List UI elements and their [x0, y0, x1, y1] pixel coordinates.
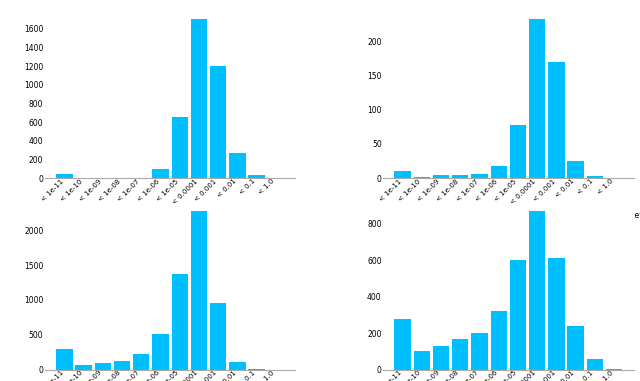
- Bar: [229, 153, 246, 178]
- Bar: [394, 319, 411, 370]
- Bar: [413, 351, 430, 370]
- X-axis label: First hidden layer: Maximal entry of matrix D when B is positive definite: First hidden layer: Maximal entry of mat…: [383, 211, 640, 220]
- Bar: [471, 174, 488, 178]
- Bar: [452, 339, 468, 370]
- Bar: [529, 211, 545, 370]
- Bar: [568, 161, 584, 178]
- Bar: [152, 334, 168, 370]
- Bar: [510, 125, 526, 178]
- Bar: [433, 346, 449, 370]
- Bar: [568, 326, 584, 370]
- Bar: [606, 369, 622, 370]
- Bar: [95, 363, 111, 370]
- X-axis label: First hidden layer: Maximal entry of matrix D, independently of B: First hidden layer: Maximal entry of mat…: [45, 211, 294, 220]
- Bar: [248, 175, 265, 178]
- Bar: [471, 333, 488, 370]
- Bar: [191, 211, 207, 370]
- Bar: [490, 311, 507, 370]
- Bar: [133, 354, 149, 370]
- Bar: [452, 174, 468, 178]
- Bar: [413, 177, 430, 178]
- Bar: [152, 169, 168, 178]
- Bar: [248, 369, 265, 370]
- Bar: [433, 175, 449, 178]
- Bar: [210, 66, 227, 178]
- Bar: [172, 117, 188, 178]
- Bar: [172, 274, 188, 370]
- Bar: [548, 258, 564, 370]
- Bar: [76, 365, 92, 370]
- Bar: [587, 359, 603, 370]
- Bar: [587, 176, 603, 178]
- Bar: [114, 361, 130, 370]
- Bar: [56, 174, 72, 178]
- Bar: [210, 304, 227, 370]
- Bar: [229, 362, 246, 370]
- Bar: [548, 62, 564, 178]
- Bar: [191, 19, 207, 178]
- Bar: [490, 166, 507, 178]
- Bar: [510, 260, 526, 370]
- Bar: [56, 349, 72, 370]
- Bar: [394, 171, 411, 178]
- Bar: [529, 19, 545, 178]
